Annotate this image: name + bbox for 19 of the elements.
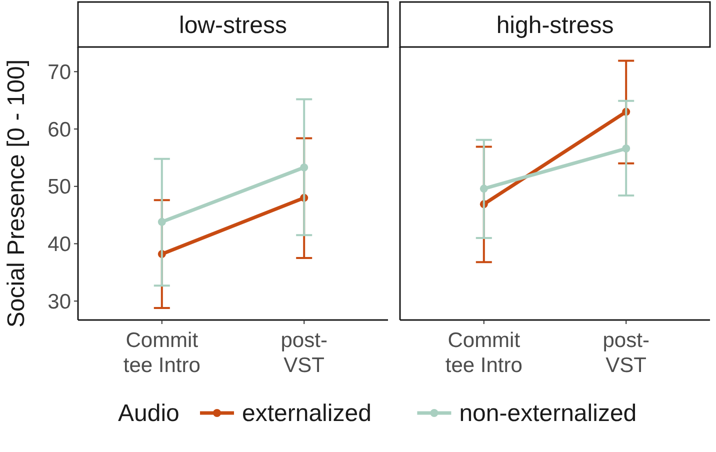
point bbox=[480, 184, 488, 193]
y-tick-label: 60 bbox=[48, 118, 71, 142]
legend-label: externalized bbox=[242, 400, 372, 427]
legend-title: Audio bbox=[118, 400, 180, 427]
x-tick-label: Commit tee Intro bbox=[445, 329, 522, 377]
y-tick-label: 50 bbox=[48, 176, 71, 199]
point bbox=[158, 218, 166, 226]
y-tick-label: 30 bbox=[48, 290, 71, 314]
x-tick-label: Commit tee Intro bbox=[123, 329, 200, 377]
chart-title: high-stress bbox=[496, 12, 614, 39]
point bbox=[622, 144, 630, 153]
x-tick-label: post- VST bbox=[602, 329, 650, 377]
y-axis-title: Social Presence [0 - 100] bbox=[3, 59, 30, 328]
y-tick-label: 70 bbox=[48, 61, 71, 84]
y-tick-label: 40 bbox=[48, 233, 71, 256]
chart-title: low-stress bbox=[178, 12, 288, 39]
x-tick-label: post- VST bbox=[280, 329, 328, 377]
point bbox=[300, 163, 308, 172]
legend-label: non-externalized bbox=[459, 400, 637, 427]
